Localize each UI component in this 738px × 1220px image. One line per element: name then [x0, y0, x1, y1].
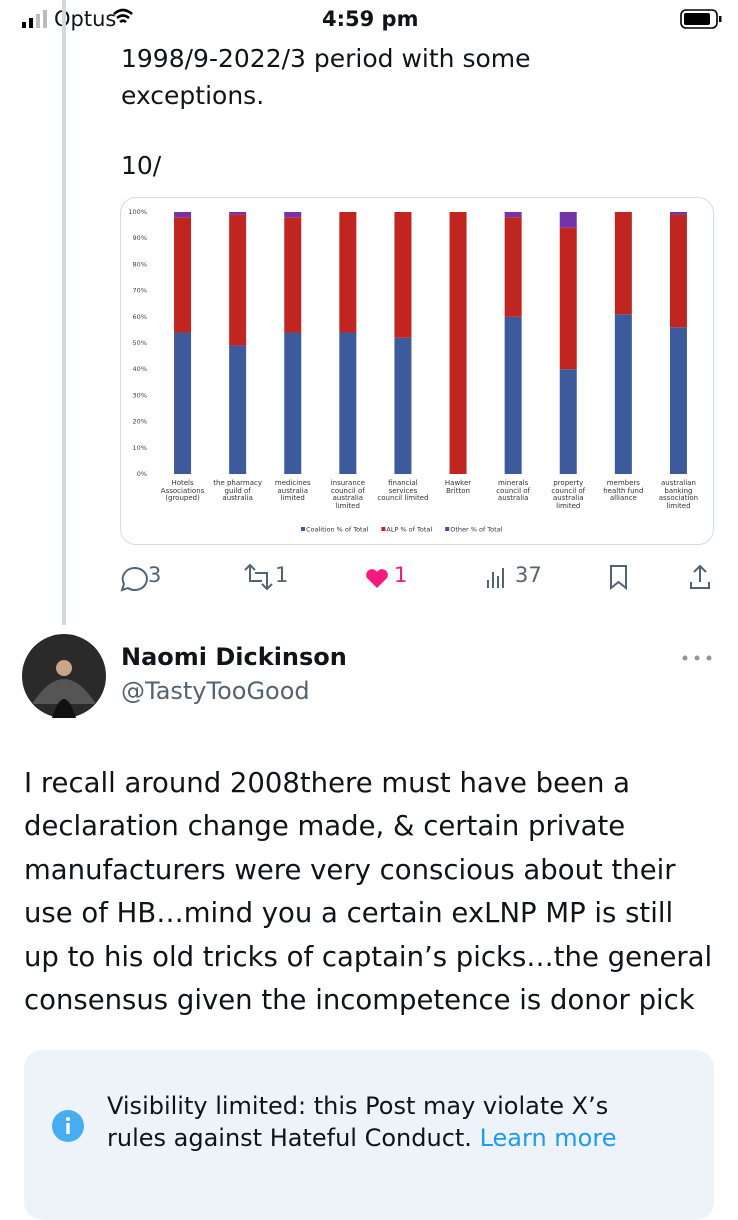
action-icons	[120, 563, 710, 592]
battery	[680, 9, 718, 29]
bar-segment	[504, 212, 522, 218]
thread-line	[62, 0, 66, 625]
bar-segment	[614, 212, 632, 315]
legend-swatch	[381, 527, 386, 531]
notice-line: rules against Hateful Conduct. Learn mor…	[107, 1122, 616, 1154]
bar-segment	[669, 214, 687, 328]
bookmark-icon[interactable]	[610, 565, 627, 591]
bar-segment	[229, 212, 247, 215]
x-tick-label: australian banking association limited	[658, 479, 699, 510]
author-name[interactable]: Naomi Dickinson	[121, 643, 347, 671]
y-tick-label: 80%	[133, 260, 147, 268]
chart-image[interactable]: 0% 10% 20% 30% 40% 50% 60% 70% 80% 90% 100% Coaliti…	[120, 197, 714, 545]
bar-segment	[669, 327, 687, 474]
reply-line: use of HB…mind you a certain exLNP MP is…	[24, 897, 674, 930]
battery-level	[684, 13, 710, 25]
repost-count[interactable]: 1	[275, 563, 289, 587]
bar-segment	[174, 212, 192, 218]
legend-swatch	[301, 527, 305, 531]
reply-count[interactable]: 3	[148, 563, 162, 587]
bar-segment	[284, 217, 302, 333]
post-text: exceptions.	[121, 81, 265, 110]
bar-segment	[394, 212, 412, 338]
bar-segment	[174, 217, 192, 333]
info-icon	[52, 1110, 84, 1142]
y-tick-label: 90%	[133, 234, 147, 242]
legend-swatch	[445, 527, 450, 531]
post-text: 1998/9-2022/3 period with some	[121, 44, 531, 73]
y-tick-label: 50%	[133, 339, 147, 347]
reply-icon[interactable]	[120, 566, 148, 592]
y-tick-label: 10%	[133, 444, 147, 452]
signal	[29, 18, 33, 28]
view-count[interactable]: 37	[515, 563, 542, 587]
bar-segment	[504, 316, 522, 474]
thread-label: 10/	[121, 151, 162, 180]
bar-segment	[394, 337, 412, 474]
bar-segment	[284, 332, 302, 474]
x-tick-label: Hotels Associations (grouped)	[160, 479, 205, 503]
x-tick-label: insurance council of australia limited	[330, 479, 365, 510]
status-bar	[22, 8, 722, 29]
reply-line: manufacturers were very conscious about …	[24, 853, 676, 886]
x-tick-label: medicines australia limited	[274, 479, 311, 503]
notice-line: rules against Hateful Conduct.	[107, 1124, 472, 1152]
reply-line: consensus given the incompetence is dono…	[24, 984, 695, 1017]
legend-label: Other % of Total	[450, 526, 502, 534]
x-tick-label: the pharmacy guild of australia	[213, 479, 263, 503]
views-icon[interactable]	[487, 568, 504, 588]
y-tick-label: 0%	[137, 470, 147, 478]
author-handle[interactable]: @TastyTooGood	[121, 677, 310, 705]
bar-segment	[559, 369, 577, 474]
y-tick-label: 70%	[133, 287, 147, 295]
notice-box	[24, 1050, 714, 1220]
legend-label: Coalition % of Total	[306, 526, 369, 534]
learn-more-link[interactable]: Learn more	[479, 1124, 617, 1152]
bar-segment	[174, 332, 192, 474]
signal	[36, 14, 40, 28]
repost-icon[interactable]	[244, 563, 273, 591]
legend-label: ALP % of Total	[386, 526, 432, 534]
y-tick-label: 40%	[133, 365, 147, 373]
x-tick-label: financial services council limited	[377, 479, 429, 503]
bar-segment	[559, 227, 577, 370]
share-icon[interactable]	[690, 564, 710, 589]
bar-segment	[504, 217, 522, 317]
bar-segment	[339, 212, 357, 333]
y-tick-label: 60%	[133, 313, 147, 321]
signal	[22, 22, 26, 28]
bar-segment	[669, 212, 687, 215]
x-tick-label: minerals council of australia	[496, 479, 530, 503]
y-tick-label: 20%	[133, 418, 147, 426]
bar-segment	[284, 212, 302, 218]
bar-segment	[559, 212, 577, 228]
bar-segment	[229, 214, 247, 346]
bar-segment	[449, 212, 467, 474]
bar-segment	[229, 345, 247, 474]
reply-line: declaration change made, & certain priva…	[24, 810, 626, 843]
more-menu[interactable]	[680, 652, 714, 664]
x-tick-label: property council of australia limited	[551, 479, 586, 510]
like-count[interactable]: 1	[394, 563, 408, 587]
notice-text: Visibility limited: this Post may violat…	[107, 1090, 616, 1154]
reply-line: I recall around 2008there must have been…	[24, 767, 630, 799]
reply-text: I recall around 2008there must have been…	[24, 762, 712, 1022]
clock: 4:59 pm	[322, 7, 419, 31]
avatar[interactable]	[22, 634, 106, 718]
x-tick-label: members health fund alliance	[603, 479, 644, 503]
signal	[43, 10, 47, 28]
y-tick-label: 30%	[133, 391, 147, 399]
bar-segment	[614, 314, 632, 474]
reply-line: up to his old tricks of captain’s picks……	[24, 940, 713, 973]
wifi-icon	[113, 8, 133, 24]
bar-segment	[339, 332, 357, 474]
y-tick-label: 100%	[128, 208, 147, 216]
battery-tip	[719, 16, 722, 22]
like-icon[interactable]	[366, 569, 388, 588]
notice-line: Visibility limited: this Post may violat…	[107, 1092, 609, 1120]
chart: 0% 10% 20% 30% 40% 50% 60% 70% 80% 90% 100% Coaliti…	[128, 208, 687, 534]
x-tick-label: Hawker Britton	[444, 479, 472, 495]
